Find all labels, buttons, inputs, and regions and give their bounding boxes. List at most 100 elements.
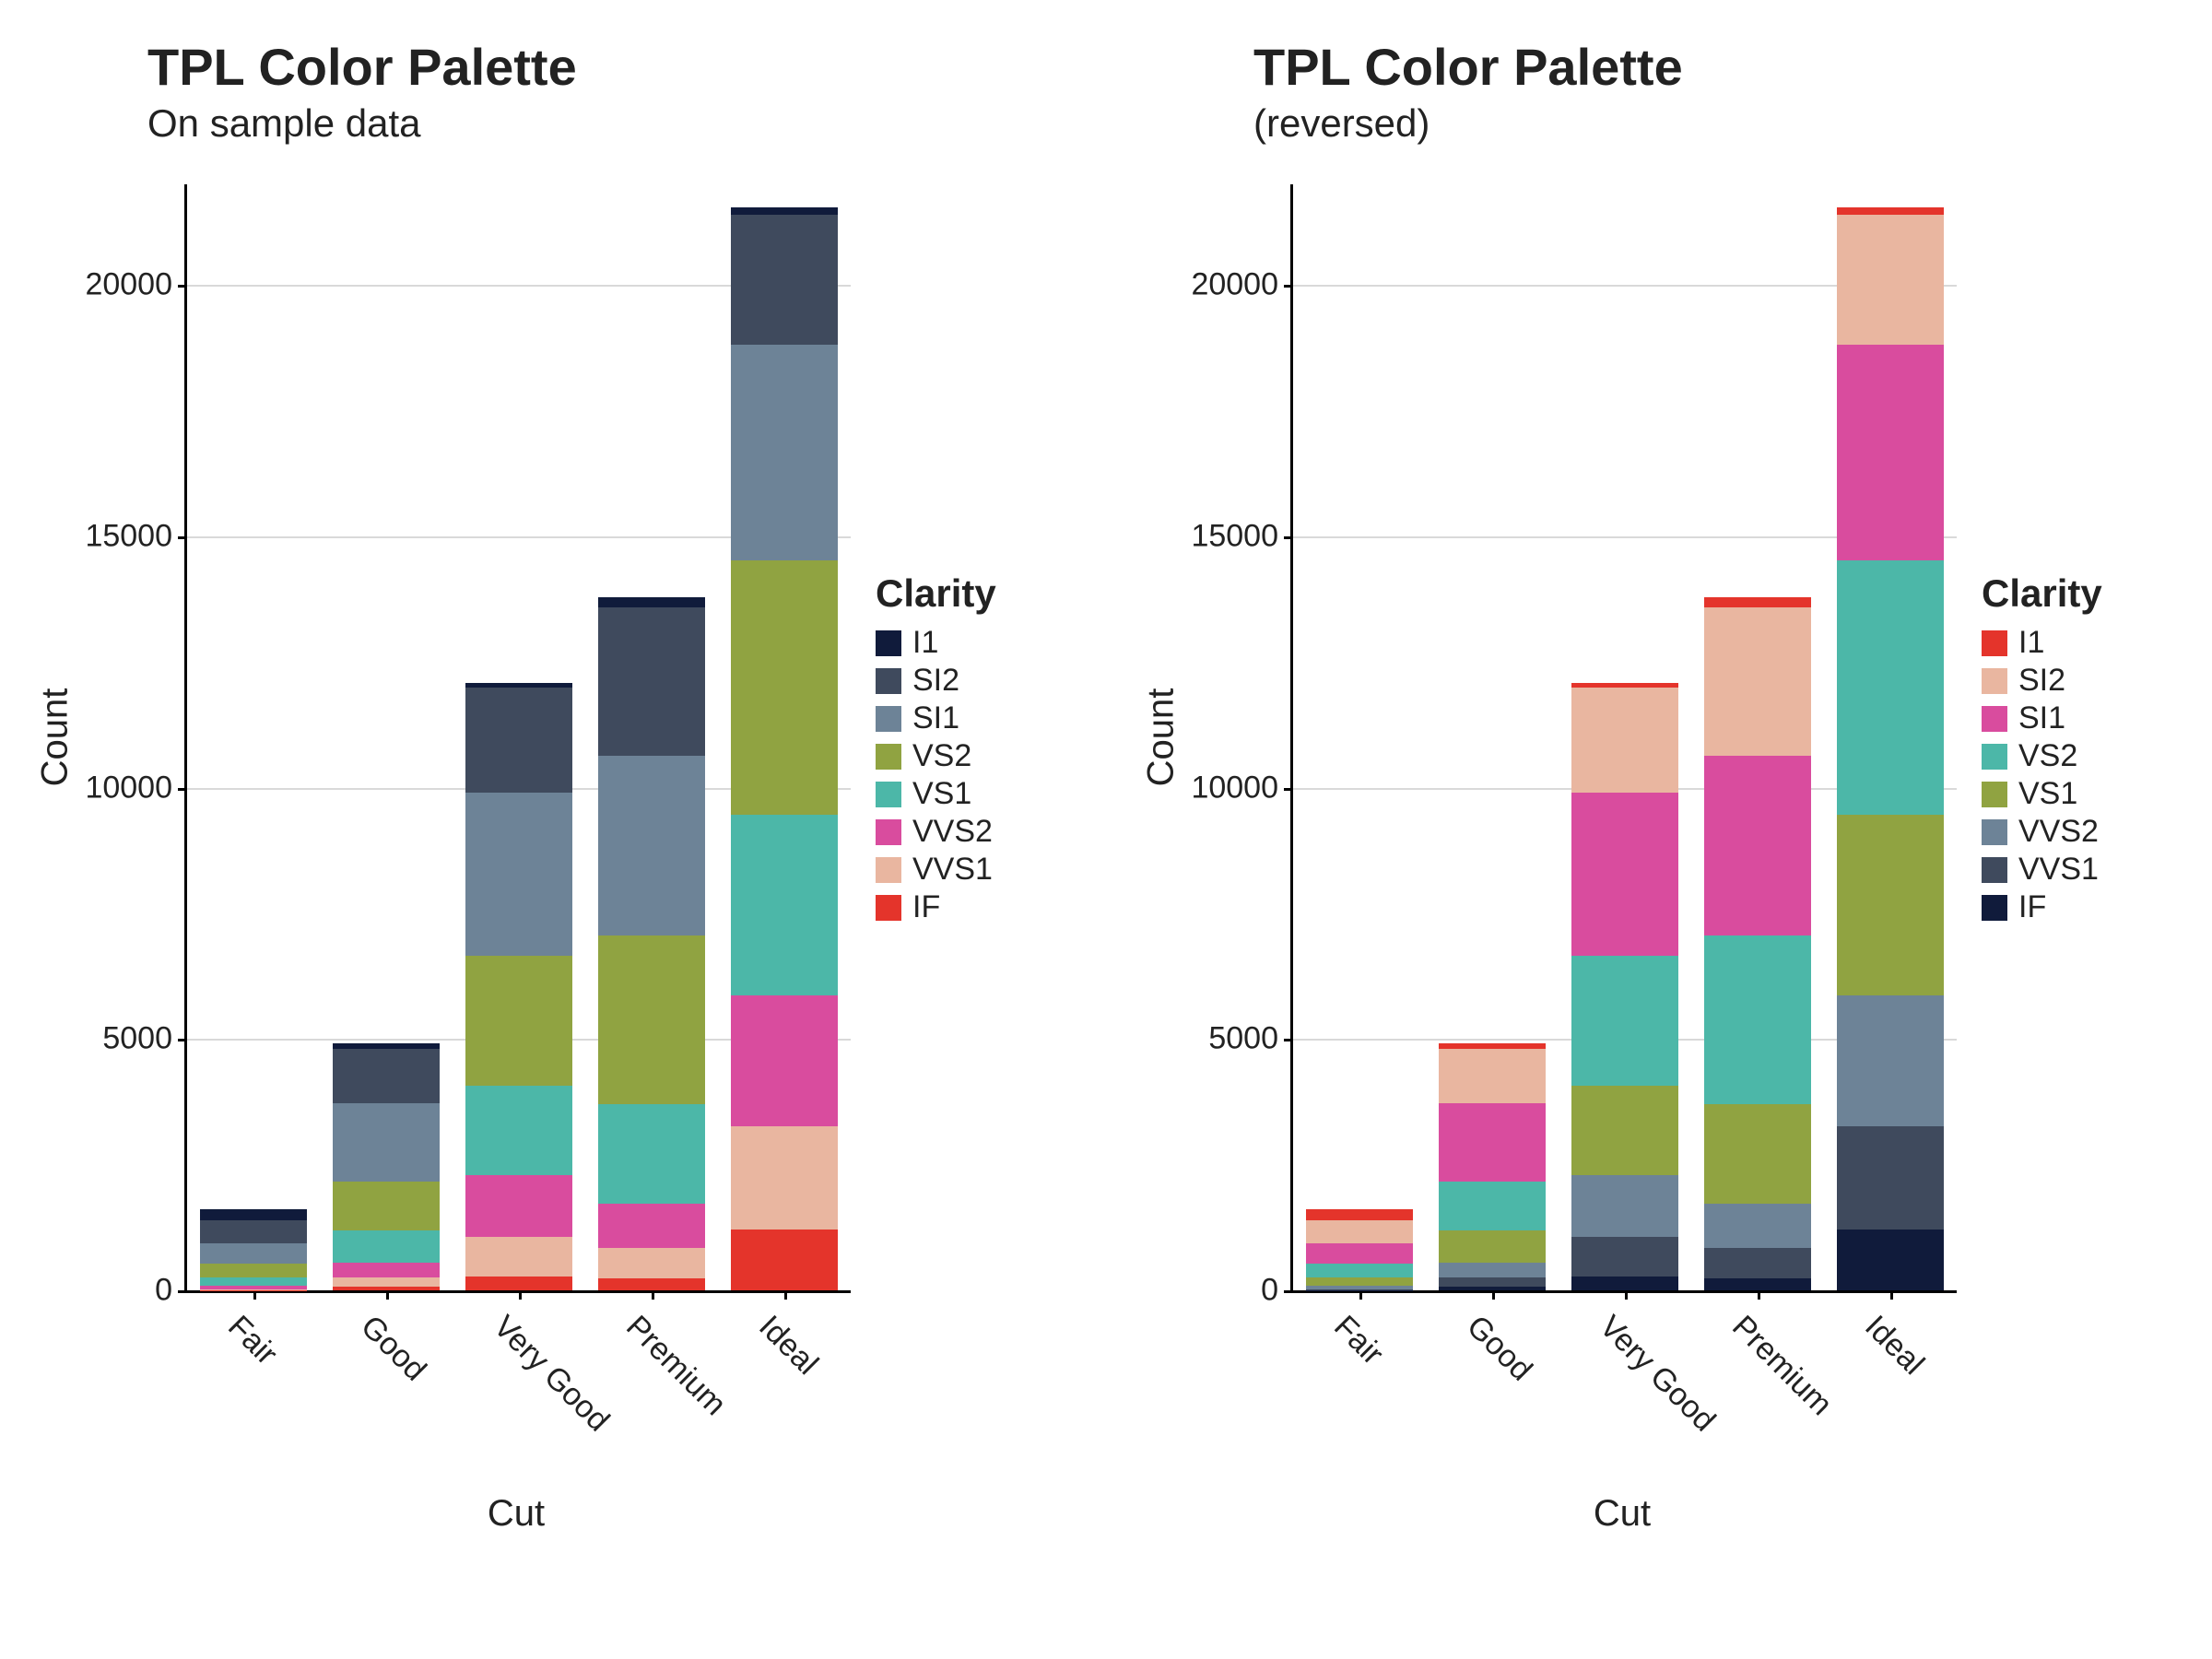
xtick-label: Very Good (1592, 1309, 1722, 1439)
xtick-mark (519, 1290, 522, 1300)
legend-item: SI1 (1982, 700, 2184, 736)
bar-segment (1439, 1263, 1545, 1277)
bar-segment (333, 1103, 439, 1182)
legend-swatch (876, 895, 901, 921)
bar-segment (731, 1126, 837, 1230)
bar-segment (1439, 1230, 1545, 1263)
xtick-label: Fair (220, 1309, 284, 1372)
bar-segment (598, 1248, 704, 1279)
bar-segment (1439, 1049, 1545, 1103)
bar-segment (1837, 995, 1943, 1126)
bar-segment (333, 1182, 439, 1230)
bar-segment (598, 1278, 704, 1290)
bar-segment (598, 1104, 704, 1204)
bar-segment (1704, 607, 1810, 756)
legend-swatch (1982, 782, 2007, 807)
figure: TPL Color Palette On sample data 0500010… (0, 0, 2212, 1659)
bar-segment (465, 793, 571, 956)
bar-segment (333, 1287, 439, 1290)
bar-segment (1306, 1277, 1412, 1286)
bar-segment (200, 1243, 306, 1264)
stacked-bar (1571, 683, 1677, 1290)
bar-segment (465, 688, 571, 794)
legend-swatch (876, 857, 901, 883)
legend-right: Clarity I1SI2SI1VS2VS1VVS2VVS1IF (1982, 571, 2184, 927)
bar-segment (1704, 1278, 1810, 1290)
stacked-bar (1306, 1209, 1412, 1290)
bar-segment (333, 1049, 439, 1103)
ytick-label: 20000 (85, 267, 187, 303)
legend-label: SI2 (912, 663, 959, 699)
legend-swatch (876, 668, 901, 694)
xtick-mark (253, 1290, 256, 1300)
legend-swatch (1982, 706, 2007, 732)
legend-swatch (876, 782, 901, 807)
stacked-bar (1439, 1043, 1545, 1290)
bar-segment (731, 815, 837, 995)
legend-item: SI2 (876, 663, 1078, 699)
xtick-mark (652, 1290, 654, 1300)
legend-swatch (876, 706, 901, 732)
xtick-mark (1625, 1290, 1628, 1300)
bar-segment (1571, 956, 1677, 1086)
legend-label: SI1 (2018, 700, 2065, 736)
bar-segment (1571, 1175, 1677, 1237)
xtick-label: Ideal (1857, 1309, 1931, 1382)
panel-left-subtitle: On sample data (147, 101, 421, 146)
bar-segment (1306, 1264, 1412, 1277)
legend-label: VS1 (912, 776, 971, 812)
bar-segment (1837, 815, 1943, 995)
bar-segment (333, 1277, 439, 1287)
legend-item: VVS1 (876, 852, 1078, 888)
legend-label: VS2 (912, 738, 971, 774)
bar-segment (1439, 1103, 1545, 1182)
bar-segment (1439, 1182, 1545, 1230)
bar-segment (1704, 756, 1810, 935)
bar-segment (731, 345, 837, 560)
bar-segment (465, 1086, 571, 1175)
bar-segment (1704, 935, 1810, 1104)
bars-layer (187, 184, 851, 1290)
legend-swatch (1982, 668, 2007, 694)
bar-segment (1571, 793, 1677, 956)
bar-segment (1306, 1209, 1412, 1219)
bar-segment (1704, 1248, 1810, 1279)
legend-title-left: Clarity (876, 571, 1078, 616)
bar-segment (465, 1237, 571, 1277)
legend-swatch (1982, 744, 2007, 770)
legend-item: VS2 (1982, 738, 2184, 774)
xtick-label: Good (1459, 1309, 1538, 1388)
legend-left: Clarity I1SI2SI1VS2VS1VVS2VVS1IF (876, 571, 1078, 927)
xtick-mark (1359, 1290, 1362, 1300)
bar-segment (731, 1230, 837, 1290)
bar-segment (465, 1277, 571, 1290)
ytick-label: 5000 (102, 1021, 187, 1057)
bar-segment (465, 1175, 571, 1237)
bar-segment (200, 1220, 306, 1243)
bar-segment (200, 1209, 306, 1219)
legend-label: IF (2018, 889, 2046, 925)
legend-item: VVS1 (1982, 852, 2184, 888)
bar-segment (1704, 1204, 1810, 1247)
x-axis-label-left: Cut (488, 1493, 545, 1535)
xtick-label: Good (353, 1309, 432, 1388)
ytick-label: 20000 (1191, 267, 1293, 303)
legend-item: VVS2 (876, 814, 1078, 850)
stacked-bar (200, 1209, 306, 1290)
ytick-label: 5000 (1208, 1021, 1293, 1057)
plot-area-left: 05000100001500020000FairGoodVery GoodPre… (184, 184, 851, 1293)
bar-segment (1704, 597, 1810, 607)
bar-segment (1837, 345, 1943, 560)
legend-item: I1 (876, 625, 1078, 661)
bar-segment (1837, 1230, 1943, 1290)
y-axis-label-right: Count (1141, 688, 1182, 787)
ytick-label: 10000 (85, 770, 187, 806)
bar-segment (598, 1204, 704, 1247)
xtick-label: Ideal (751, 1309, 825, 1382)
panel-right-subtitle: (reversed) (1253, 101, 1430, 146)
ytick-label: 15000 (1191, 518, 1293, 554)
xtick-mark (1758, 1290, 1760, 1300)
bar-segment (200, 1277, 306, 1286)
legend-label: I1 (912, 625, 938, 661)
legend-label: I1 (2018, 625, 2044, 661)
